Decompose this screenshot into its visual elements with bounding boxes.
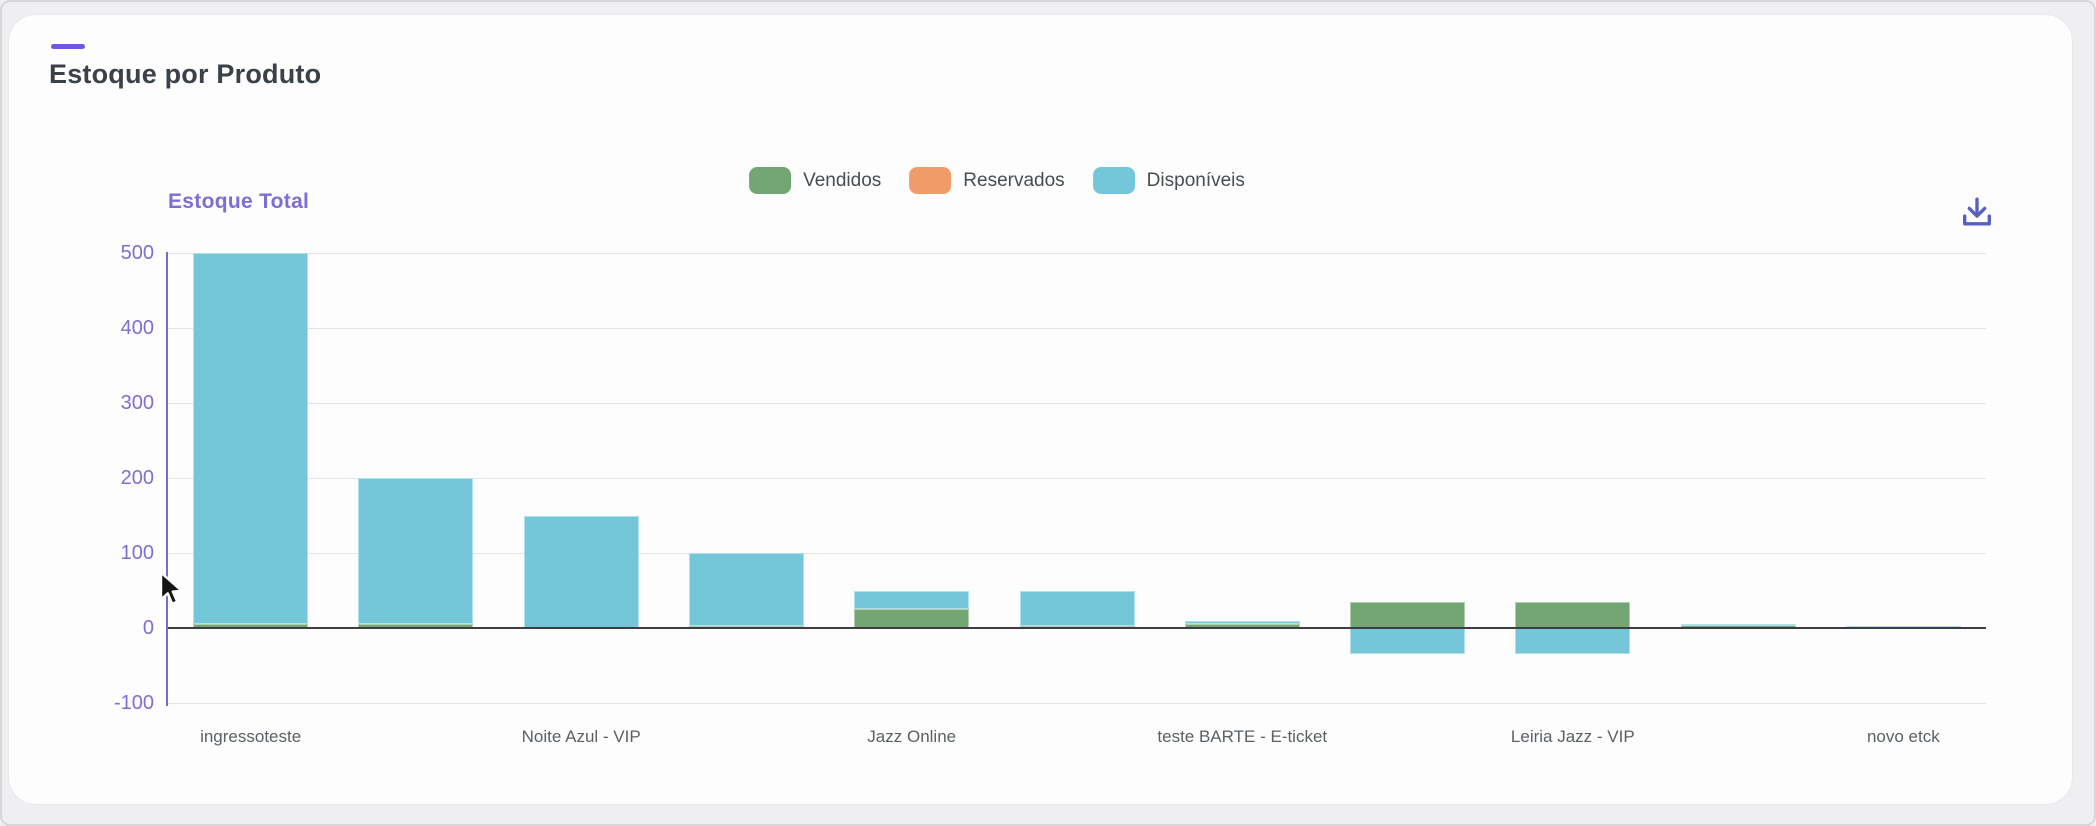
y-tick-label: -100 [113, 692, 154, 714]
gridline [168, 328, 1986, 329]
legend-swatch-icon [749, 167, 792, 194]
bar-chart: 500 400 300 200 100 0 -100 ingressoteste Noite A… [9, 15, 2074, 806]
gridline [168, 253, 1986, 254]
y-tick-label: 500 [120, 242, 154, 264]
y-tick-label: 100 [120, 542, 154, 564]
legend-label: Reservados [963, 169, 1065, 191]
y-tick-label: 300 [120, 392, 154, 414]
download-icon [1963, 197, 1991, 226]
gridline [168, 553, 1986, 554]
bar-segment-vendidos-8[interactable] [1515, 601, 1631, 628]
y-tick-label: 0 [142, 617, 154, 639]
x-tick-label: teste BARTE - E-ticket [1157, 727, 1328, 746]
gridline [168, 403, 1986, 404]
y-axis-title: Estoque Total [168, 190, 310, 213]
bar-segment-disponíveis-4[interactable] [854, 590, 970, 610]
legend-label: Disponíveis [1146, 169, 1245, 191]
stock-by-product-card: Estoque por Produto Vendidos Reservados Di… [8, 14, 2073, 805]
zero-line [168, 627, 1986, 629]
bar-segment-disponíveis-6[interactable] [1184, 620, 1300, 625]
legend-label: Vendidos [803, 169, 882, 191]
bar-segment-disponíveis-0[interactable] [193, 253, 309, 625]
download-chart-button[interactable] [1953, 189, 2001, 237]
bar-segment-disponíveis-2[interactable] [523, 515, 639, 628]
bar-segment-disponíveis-5[interactable] [1019, 590, 1135, 626]
x-tick-label: Jazz Online [867, 727, 957, 746]
bar-segment-disponíveis-3[interactable] [688, 553, 804, 626]
legend-item-0[interactable]: Vendidos [749, 167, 881, 194]
bar-segment-disponíveis-7[interactable] [1350, 628, 1466, 655]
legend-swatch-icon [909, 167, 952, 194]
legend-item-2[interactable]: Disponíveis [1092, 167, 1245, 194]
bar-segment-disponíveis-8[interactable] [1515, 628, 1631, 655]
x-tick-label: Leiria Jazz - VIP [1510, 727, 1635, 746]
bar-segment-disponíveis-9[interactable] [1680, 623, 1796, 626]
page-title: Estoque por Produto [49, 59, 322, 89]
accent-dash [51, 44, 85, 49]
bar-segment-vendidos-4[interactable] [854, 609, 970, 628]
chart-legend: Vendidos Reservados Disponíveis [749, 167, 1245, 194]
legend-item-1[interactable]: Reservados [909, 167, 1065, 194]
x-tick-label: Noite Azul - VIP [521, 727, 641, 746]
mouse-cursor [159, 571, 183, 605]
legend-swatch-icon [1092, 167, 1135, 194]
y-axis-line [166, 252, 168, 706]
gridline [168, 703, 1986, 704]
x-tick-label: novo etck [1866, 727, 1940, 746]
gridline [168, 478, 1986, 479]
bar-segment-disponíveis-1[interactable] [358, 478, 474, 625]
y-tick-label: 400 [120, 317, 154, 339]
bar-segment-vendidos-7[interactable] [1350, 601, 1466, 628]
x-tick-label: ingressoteste [200, 727, 302, 746]
y-tick-label: 200 [120, 467, 154, 489]
